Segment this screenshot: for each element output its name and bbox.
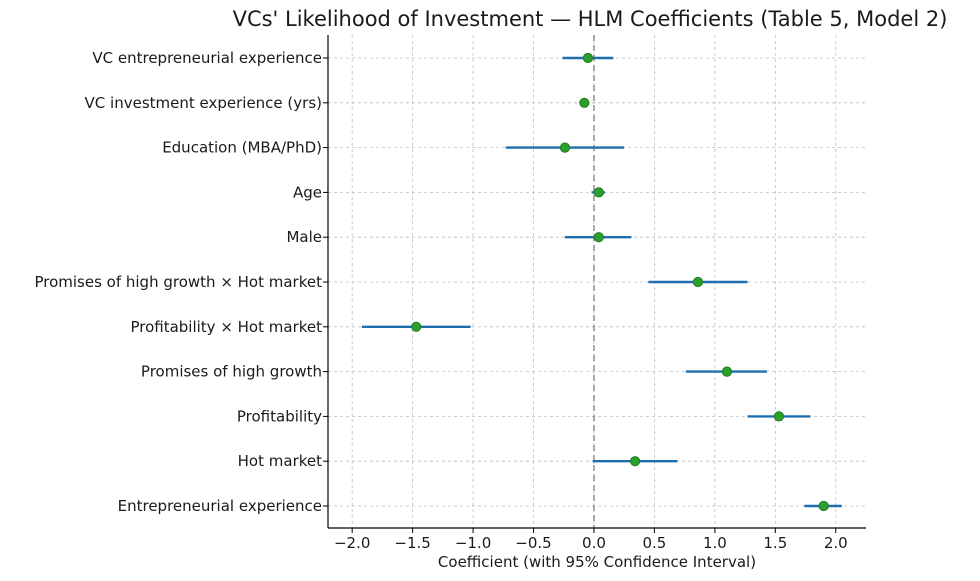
y-tick-label-1: VC investment experience (yrs) bbox=[85, 94, 322, 112]
coefficient-points bbox=[411, 52, 829, 512]
y-tick-label-8: Profitability bbox=[237, 407, 322, 425]
x-tick-label-3: −0.5 bbox=[515, 534, 551, 552]
coefficient-point-7 bbox=[721, 366, 733, 377]
y-tick-label-7: Promises of high growth bbox=[141, 363, 322, 381]
y-axis-ticks: VC entrepreneurial experience VC investme… bbox=[34, 49, 328, 515]
x-tick-label-0: −2.0 bbox=[334, 534, 370, 552]
coefficient-point-9 bbox=[629, 456, 641, 467]
x-tick-label-4: 0.0 bbox=[582, 534, 606, 552]
coefficient-point-5 bbox=[692, 276, 704, 288]
y-tick-label-9: Hot market bbox=[238, 452, 322, 470]
x-tick-label-2: −1.0 bbox=[455, 534, 491, 552]
y-tick-label-3: Age bbox=[293, 183, 322, 201]
y-tick-label-6: Profitability × Hot market bbox=[130, 318, 322, 336]
confidence-intervals bbox=[361, 56, 842, 508]
grid-lines bbox=[328, 35, 866, 528]
coefficient-point-8 bbox=[773, 411, 785, 422]
x-tick-label-8: 2.0 bbox=[824, 534, 848, 552]
coefficient-point-10 bbox=[818, 500, 829, 512]
y-tick-label-10: Entrepreneurial experience bbox=[118, 497, 322, 515]
y-tick-label-2: Education (MBA/PhD) bbox=[162, 139, 322, 157]
coefficient-point-4 bbox=[593, 232, 604, 243]
x-tick-label-7: 1.5 bbox=[763, 534, 787, 552]
y-tick-label-4: Male bbox=[286, 228, 322, 246]
y-tick-label-0: VC entrepreneurial experience bbox=[92, 49, 322, 67]
y-tick-label-5: Promises of high growth × Hot market bbox=[34, 273, 322, 291]
x-axis-label: Coefficient (with 95% Confidence Interva… bbox=[438, 553, 756, 571]
coefficient-point-1 bbox=[579, 97, 590, 108]
x-axis-ticks: −2.0 −1.5 −1.0 −0.5 0.0 0.5 1.0 1.5 2.0 bbox=[334, 528, 848, 552]
x-tick-label-6: 1.0 bbox=[703, 534, 727, 552]
coefficient-point-6 bbox=[411, 321, 422, 332]
x-tick-label-5: 0.5 bbox=[642, 534, 666, 552]
chart-title: VCs' Likelihood of Investment — HLM Coef… bbox=[233, 7, 948, 31]
coefficient-point-3 bbox=[593, 187, 604, 198]
x-tick-label-1: −1.5 bbox=[394, 534, 430, 552]
coefficient-point-2 bbox=[559, 142, 571, 153]
coefficient-point-0 bbox=[582, 52, 594, 64]
axes bbox=[327, 35, 866, 529]
